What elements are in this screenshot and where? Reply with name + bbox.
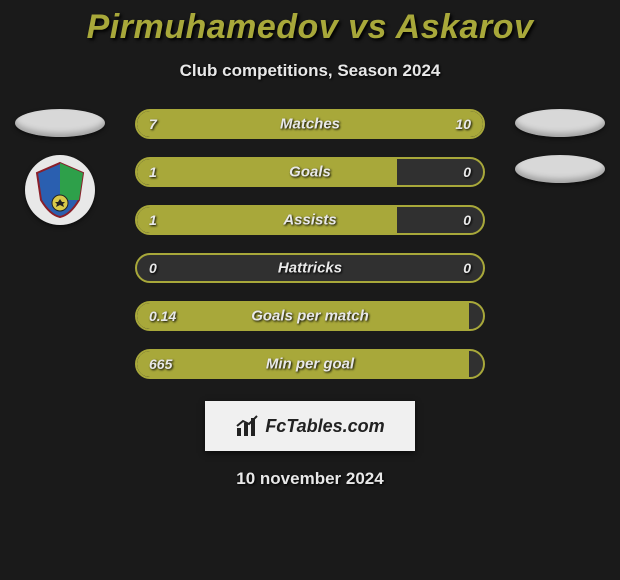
club-placeholder-icon — [515, 155, 605, 183]
club-badge-icon — [25, 155, 95, 225]
stat-row: 7 Matches 10 — [135, 109, 485, 139]
stat-value-right: 0 — [463, 164, 471, 180]
stat-value-left: 1 — [149, 212, 157, 228]
stat-label: Goals — [289, 164, 331, 181]
stats-area: 7 Matches 10 1 Goals 0 1 Assists 0 0 Hattricks 0 0.1… — [0, 109, 620, 379]
stat-row: 1 Assists 0 — [135, 205, 485, 235]
right-player-icons — [510, 109, 610, 183]
stat-label: Assists — [283, 212, 336, 229]
stat-value-right: 0 — [463, 260, 471, 276]
stat-value-left: 0 — [149, 260, 157, 276]
stat-value-left: 7 — [149, 116, 157, 132]
bar-left — [137, 207, 397, 233]
stat-label: Matches — [280, 116, 340, 133]
bar-left — [137, 111, 279, 137]
subtitle: Club competitions, Season 2024 — [0, 61, 620, 81]
stat-label: Goals per match — [251, 308, 369, 325]
date-text: 10 november 2024 — [0, 469, 620, 489]
brand-text: FcTables.com — [265, 416, 384, 437]
chart-icon — [235, 414, 259, 438]
brand-badge[interactable]: FcTables.com — [205, 401, 415, 451]
comparison-card: Pirmuhamedov vs Askarov Club competition… — [0, 0, 620, 489]
stat-value-left: 1 — [149, 164, 157, 180]
stat-value-left: 665 — [149, 356, 172, 372]
stat-label: Min per goal — [266, 356, 354, 373]
player-placeholder-icon — [15, 109, 105, 137]
left-player-icons — [10, 109, 110, 225]
stat-row: 1 Goals 0 — [135, 157, 485, 187]
stat-row: 0.14 Goals per match — [135, 301, 485, 331]
player-placeholder-icon — [515, 109, 605, 137]
shield-icon — [25, 155, 95, 225]
stat-value-left: 0.14 — [149, 308, 176, 324]
stat-row: 0 Hattricks 0 — [135, 253, 485, 283]
stat-value-right: 10 — [455, 116, 471, 132]
stat-label: Hattricks — [278, 260, 342, 277]
page-title: Pirmuhamedov vs Askarov — [0, 8, 620, 47]
stat-value-right: 0 — [463, 212, 471, 228]
bar-left — [137, 159, 397, 185]
stat-row: 665 Min per goal — [135, 349, 485, 379]
stat-rows: 7 Matches 10 1 Goals 0 1 Assists 0 0 Hattricks 0 0.1… — [135, 109, 485, 379]
